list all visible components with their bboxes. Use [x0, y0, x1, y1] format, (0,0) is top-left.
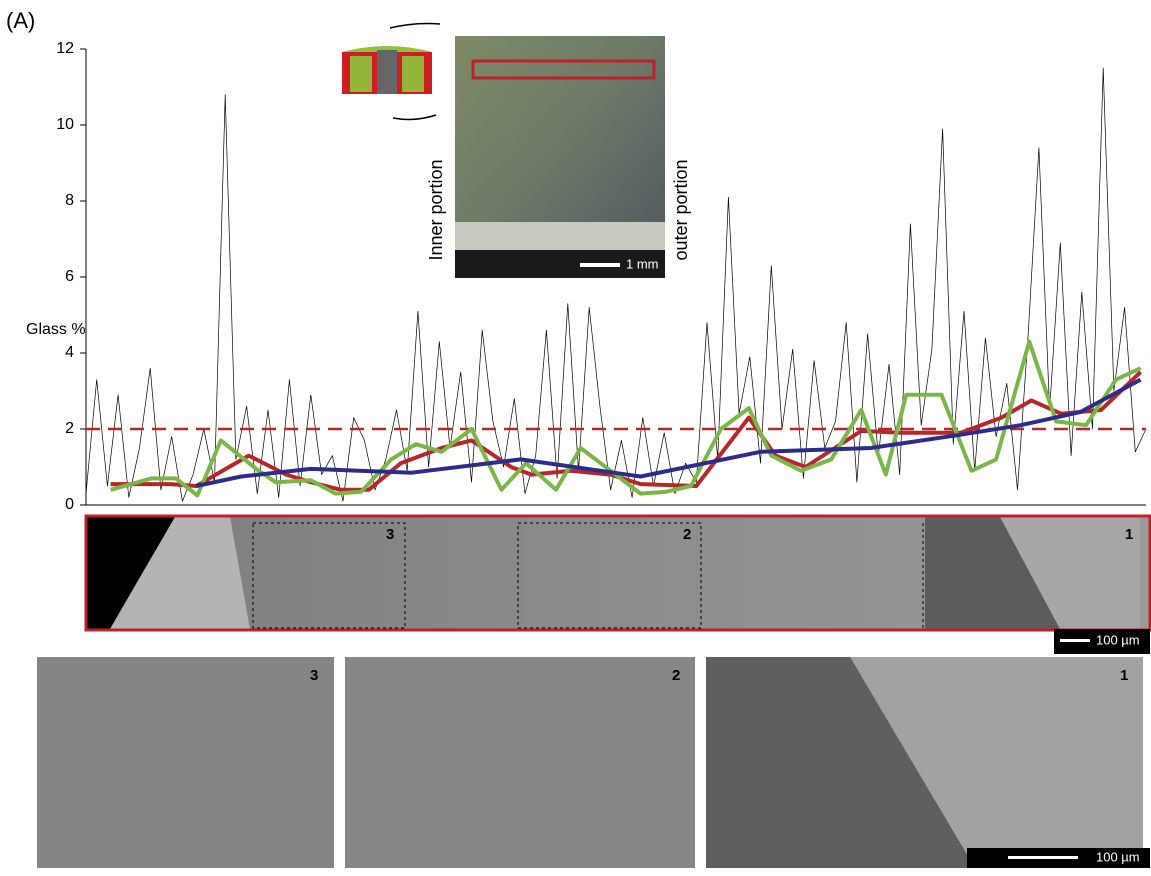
- panel-number: 1: [1120, 667, 1128, 684]
- schematic: [342, 22, 441, 121]
- scale-label: 100 µm: [1096, 849, 1140, 864]
- data-line: [85, 67, 1147, 502]
- panel-number: 2: [672, 667, 680, 684]
- y-tick-label: 8: [65, 192, 74, 209]
- scale-label: 1 mm: [626, 256, 659, 271]
- data-line: [110, 370, 1142, 492]
- inset-photo: 1 mm: [455, 36, 665, 278]
- y-axis-label: Glass %: [26, 321, 86, 338]
- box-label: 2: [683, 526, 691, 543]
- micrograph-strip: [84, 514, 1151, 654]
- scale-label: 100 µm: [1096, 632, 1140, 647]
- plot-area: 0 2 4 6 8 10 12: [56, 40, 1147, 513]
- y-tick-label: 12: [56, 40, 74, 57]
- y-tick-label: 0: [65, 496, 74, 513]
- box-label: 1: [1125, 526, 1133, 543]
- box-label: 3: [386, 526, 394, 543]
- micrograph-panels: [37, 657, 1150, 868]
- y-tick-label: 4: [65, 344, 74, 361]
- panel-label: (A): [6, 8, 35, 33]
- inset-label: Inner portion: [426, 159, 446, 260]
- data-line: [110, 339, 1142, 498]
- y-tick-label: 10: [56, 116, 74, 133]
- y-tick-label: 6: [65, 268, 74, 285]
- inset-label: outer portion: [671, 159, 691, 260]
- y-tick-label: 2: [65, 420, 74, 437]
- panel-number: 3: [310, 667, 318, 684]
- data-line: [195, 377, 1142, 488]
